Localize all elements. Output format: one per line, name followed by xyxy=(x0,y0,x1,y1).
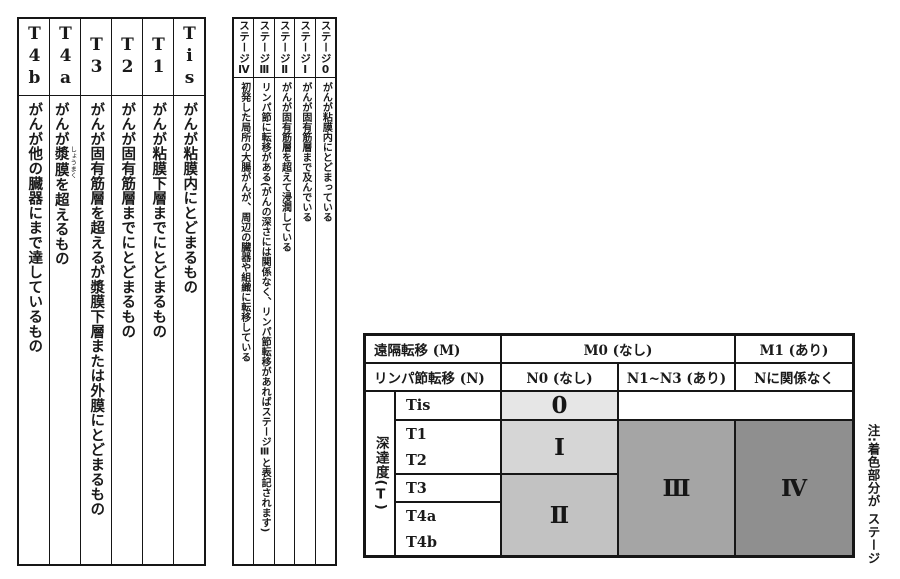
t-classification-table: T4b がんが他の臓器にまで達しているもの T4a がんが漿膜 しょうまくを超える… xyxy=(17,17,206,566)
stage-numeral: 0 xyxy=(319,63,332,77)
row-label-t1: T1 xyxy=(406,425,427,443)
n0-header: N0 (なし) xyxy=(502,364,617,390)
stage-column-1: ステージⅠ がんが固有筋層まで及んでいる xyxy=(294,19,315,564)
row-label-tis: Tis xyxy=(396,392,500,419)
t-column-t1: T1 がんが粘膜下層までにとどまるもの xyxy=(142,19,173,564)
stage-description: がんが固有筋層を超えて浸潤している xyxy=(279,82,291,252)
stage-column-3: ステージⅢ リンパ節に転移がある(がんの深さには関係なく、リンパ節転移があればス… xyxy=(253,19,274,564)
stage-column-4: ステージⅣ 初発した局所の大腸がんが、周辺の臓器や組織に転移している xyxy=(234,19,254,564)
stage-label: ステージⅢ xyxy=(258,19,271,77)
cell-stage-iv: Ⅳ xyxy=(736,421,852,555)
m1-header: M1 (あり) xyxy=(736,336,852,362)
t-column-tis: Tis がんが粘膜内にとどまるもの xyxy=(173,19,204,564)
row-label-t3: T3 xyxy=(396,475,500,501)
t-label: T4b xyxy=(24,24,45,90)
stage-label: ステージⅡ xyxy=(278,19,291,77)
m0-header: M0 (なし) xyxy=(502,336,734,362)
color-note: 注:着色部分が ステージ xyxy=(865,424,881,565)
n1-n3-header: N1~N3 (あり) xyxy=(619,364,734,390)
furigana-text: しょうまく xyxy=(68,145,77,179)
cell-stage-iii: Ⅲ xyxy=(619,421,734,555)
t-header-tis: Tis xyxy=(174,19,204,96)
stage-definition-table: ステージⅣ 初発した局所の大腸がんが、周辺の臓器や組織に転移している ステージⅢ… xyxy=(232,17,337,566)
t-column-t3: T3 がんが固有筋層を超えるが漿膜下層または外膜にとどまるもの xyxy=(80,19,111,564)
stage-header-4: ステージⅣ xyxy=(234,19,254,78)
row-label-t1-t2: T1 T2 xyxy=(396,421,500,473)
t-description: がんが固有筋層までにとどまるもの xyxy=(119,102,136,339)
lymph-node-row-label: リンパ節転移 (N) xyxy=(366,364,500,390)
t-label: Tis xyxy=(179,24,200,90)
t-header-t2: T2 xyxy=(112,19,142,96)
stage-label: ステージⅣ xyxy=(237,19,250,77)
t-column-t2: T2 がんが固有筋層までにとどまるもの xyxy=(111,19,142,564)
stage-numeral: Ⅰ xyxy=(299,63,312,77)
t-description: がんが固有筋層を超えるが漿膜下層または外膜にとどまるもの xyxy=(88,102,105,517)
stage-description: 初発した局所の大腸がんが、周辺の臓器や組織に転移している xyxy=(238,82,250,362)
stage-header-3: ステージⅢ xyxy=(254,19,274,78)
t-description: がんが他の臓器にまで達しているもの xyxy=(26,102,43,354)
t-description: がんが漿膜 しょうまくを超えるもの xyxy=(52,102,77,267)
stage-header-2: ステージⅡ xyxy=(274,19,295,78)
stage-header-0: ステージ0 xyxy=(315,19,336,78)
t-description: がんが粘膜下層までにとどまるもの xyxy=(150,102,167,339)
t-label: T4a xyxy=(55,24,76,90)
t-label: T3 xyxy=(86,35,107,79)
t-header-t4a: T4a xyxy=(50,19,80,96)
t-column-t4b: T4b がんが他の臓器にまで達しているもの xyxy=(19,19,49,564)
cell-stage-i: Ⅰ xyxy=(502,421,617,473)
t-header-t1: T1 xyxy=(143,19,173,96)
t-label: T2 xyxy=(117,35,138,79)
stage-label: ステージⅠ xyxy=(299,19,312,77)
stage-numeral: Ⅳ xyxy=(237,63,250,77)
stage-numeral: Ⅲ xyxy=(258,63,271,77)
stage-description: がんが粘膜内にとどまっている xyxy=(320,82,332,222)
row-label-t4a: T4a xyxy=(406,507,437,525)
row-label-t2: T2 xyxy=(406,451,427,469)
staging-matrix-table: 遠隔転移 (M) M0 (なし) M1 (あり) リンパ節転移 (N) N0 (… xyxy=(363,333,855,558)
cell-tis-empty xyxy=(619,392,852,419)
stage-description: リンパ節に転移がある(がんの深さには関係なく、リンパ節転移があればステージⅢと表… xyxy=(259,82,271,533)
n-any-header: Nに関係なく xyxy=(736,364,852,390)
stage-column-0: ステージ0 がんが粘膜内にとどまっている xyxy=(314,19,336,564)
stage-label: ステージ0 xyxy=(319,19,332,77)
cell-stage-0: 0 xyxy=(502,392,617,419)
stage-numeral: Ⅱ xyxy=(278,63,291,77)
row-label-t4b: T4b xyxy=(406,533,438,551)
t-header-t4b: T4b xyxy=(19,19,49,96)
distant-metastasis-row-label: 遠隔転移 (M) xyxy=(366,336,500,362)
row-label-t4a-t4b: T4a T4b xyxy=(396,503,500,555)
cell-stage-ii: Ⅱ xyxy=(502,475,617,555)
stage-description: がんが固有筋層まで及んでいる xyxy=(299,82,311,222)
t-column-t4a: T4a がんが漿膜 しょうまくを超えるもの xyxy=(49,19,80,564)
depth-axis-label: 深達度(T) xyxy=(366,392,394,555)
stage-header-1: ステージⅠ xyxy=(295,19,315,78)
t-label: T1 xyxy=(148,35,169,79)
t-header-t3: T3 xyxy=(81,19,111,96)
furigana-ruby: 漿膜 しょうまく xyxy=(52,145,77,179)
stage-column-2: ステージⅡ がんが固有筋層を超えて浸潤している xyxy=(273,19,295,564)
t-description: がんが粘膜内にとどまるもの xyxy=(181,102,198,295)
